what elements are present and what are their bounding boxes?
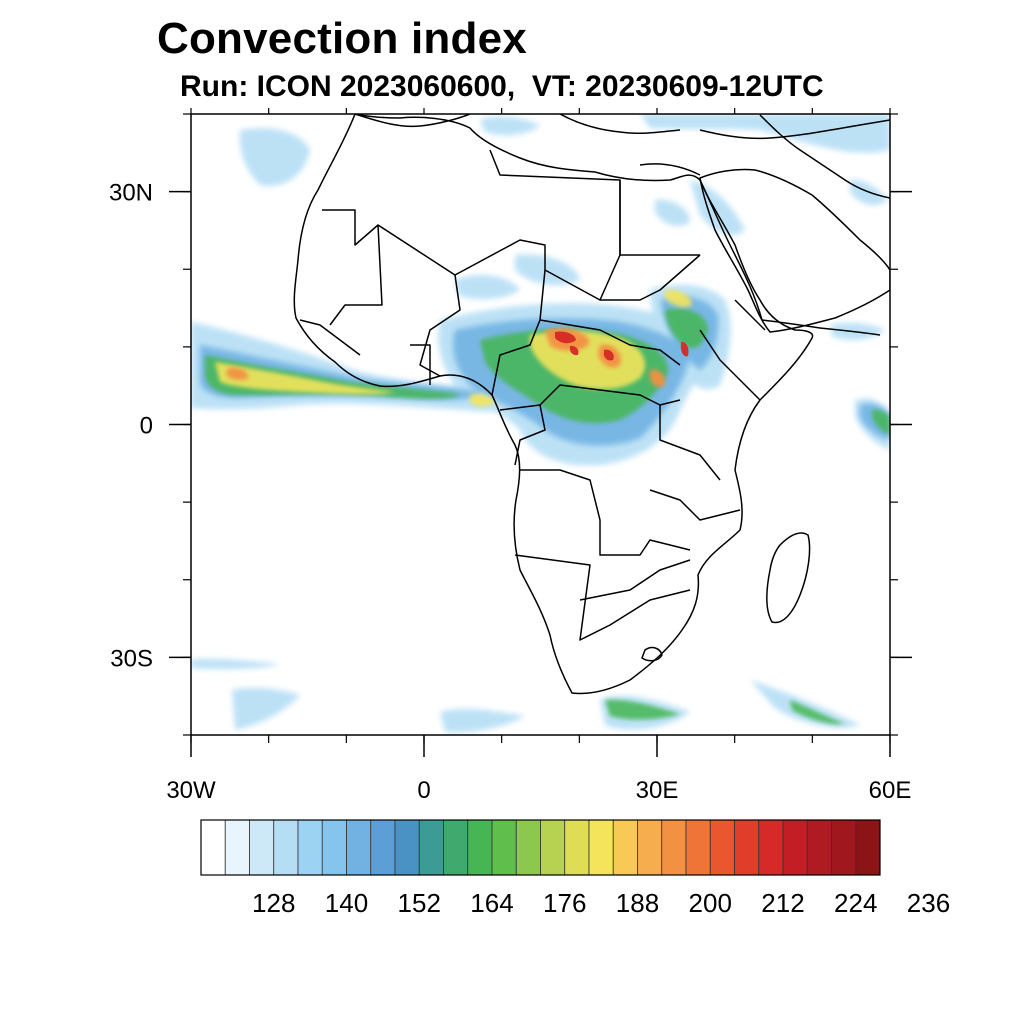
colorbar-swatch — [855, 819, 881, 876]
map-axes: 30W 0 30E 60E 30N 0 30S — [109, 108, 912, 804]
colorbar-swatch — [564, 819, 590, 876]
colorbar-label: 236 — [907, 888, 950, 918]
colorbar-swatch — [273, 819, 299, 876]
coastlines-and-borders — [293, 114, 890, 695]
colorbar-label: 200 — [689, 888, 732, 918]
colorbar-swatch — [637, 819, 663, 876]
colorbar-swatch — [200, 819, 226, 876]
colorbar-label: 188 — [616, 888, 659, 918]
map-subtitle: Run: ICON 2023060600, VT: 20230609-12UTC — [180, 70, 824, 103]
colorbar-swatch — [588, 819, 614, 876]
colorbar-swatch — [758, 819, 784, 876]
colorbar-label: 212 — [761, 888, 804, 918]
colorbar-swatch — [467, 819, 493, 876]
colorbar-swatch — [370, 819, 396, 876]
convection-field-layer — [191, 114, 890, 733]
y-tick-label: 30S — [110, 645, 153, 672]
colorbar-swatch — [297, 819, 323, 876]
colorbar-swatch — [685, 819, 711, 876]
colorbar-label: 224 — [834, 888, 877, 918]
x-tick-label: 30W — [166, 777, 216, 804]
colorbar-swatch — [661, 819, 687, 876]
colorbar-swatch — [321, 819, 347, 876]
colorbar-label: 140 — [325, 888, 368, 918]
colorbar-swatch — [249, 819, 275, 876]
colorbar-swatch — [224, 819, 250, 876]
colorbar-swatch — [709, 819, 735, 876]
colorbar-label: 176 — [543, 888, 586, 918]
y-tick-label: 0 — [140, 413, 153, 440]
x-tick-label: 0 — [417, 777, 430, 804]
map-title: Convection index — [157, 14, 527, 63]
colorbar-frame — [200, 819, 881, 876]
colorbar-label: 128 — [252, 888, 295, 918]
colorbar-swatch — [734, 819, 760, 876]
colorbar-label: 152 — [398, 888, 441, 918]
y-tick-label: 30N — [109, 180, 153, 207]
colorbar-swatch — [515, 819, 541, 876]
colorbar-swatch — [418, 819, 444, 876]
colorbar-swatch — [612, 819, 638, 876]
colorbar: 128 140 152 164 176 188 200 212 224 236 — [200, 819, 950, 918]
x-tick-label: 60E — [869, 777, 912, 804]
colorbar-swatch — [443, 819, 469, 876]
colorbar-swatch — [831, 819, 857, 876]
plot-area — [191, 114, 890, 735]
colorbar-swatch — [782, 819, 808, 876]
colorbar-swatch — [346, 819, 372, 876]
colorbar-label: 164 — [470, 888, 513, 918]
colorbar-swatch — [806, 819, 832, 876]
x-tick-label: 30E — [636, 777, 679, 804]
colorbar-swatch — [394, 819, 420, 876]
colorbar-swatch — [491, 819, 517, 876]
colorbar-swatch — [540, 819, 566, 876]
